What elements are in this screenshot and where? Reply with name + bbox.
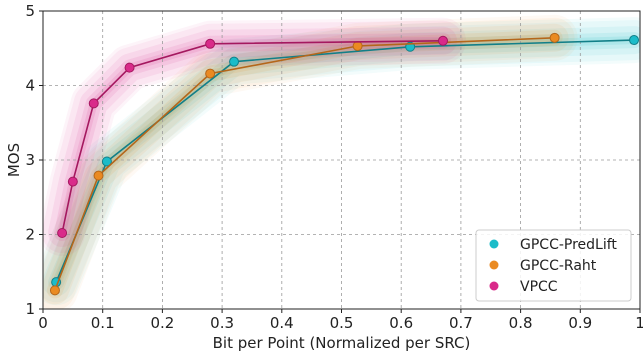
series-layer	[49, 32, 640, 296]
data-point	[352, 41, 363, 52]
x-tick-label: 0.1	[91, 314, 115, 332]
y-tick-label: 5	[25, 2, 35, 20]
legend-marker-vpcc	[489, 281, 499, 291]
x-tick-label: 0.8	[509, 314, 533, 332]
data-point	[57, 228, 68, 239]
legend-label-gpcc-raht: GPCC-Raht	[520, 258, 597, 274]
x-tick-label: 0.6	[389, 314, 413, 332]
data-point	[67, 176, 78, 187]
x-tick-label: 0.7	[449, 314, 473, 332]
series-2	[57, 35, 448, 239]
data-point	[629, 35, 640, 46]
x-tick-label: 0.3	[210, 314, 234, 332]
data-point	[93, 170, 104, 181]
axis-ticks: 0 0.1 0.2 0.3 0.4 0.5 0.6 0.7 0.8 0.9 1 1 2 3 4 5	[25, 2, 643, 332]
x-tick-label: 0.4	[270, 314, 294, 332]
data-point	[229, 56, 240, 67]
legend-label-gpcc-predlift: GPCC-PredLift	[520, 237, 617, 253]
data-point	[205, 68, 216, 79]
legend-label-vpcc: VPCC	[520, 279, 558, 295]
legend-marker-gpcc-raht	[489, 260, 499, 270]
y-tick-label: 4	[25, 77, 35, 95]
x-axis-label: Bit per Point (Normalized per SRC)	[213, 334, 471, 352]
x-tick-label: 0.9	[568, 314, 592, 332]
x-tick-label: 1	[635, 314, 643, 332]
legend: GPCC-PredLift GPCC-Raht VPCC	[475, 229, 632, 302]
series-0	[51, 35, 640, 288]
y-axis-label: MOS	[5, 143, 23, 177]
x-tick-label: 0.5	[330, 314, 354, 332]
series-line	[61, 40, 444, 234]
legend-marker-gpcc-predlift	[489, 239, 499, 249]
y-tick-label: 2	[25, 226, 35, 244]
data-point	[101, 156, 112, 167]
x-tick-label: 0	[38, 314, 48, 332]
data-point	[549, 32, 560, 43]
x-tick-label: 0.2	[150, 314, 174, 332]
data-point	[49, 285, 60, 296]
legend-box	[475, 229, 632, 302]
data-point	[88, 98, 99, 109]
y-tick-label: 3	[25, 151, 35, 169]
y-tick-label: 1	[25, 300, 35, 318]
data-point	[437, 35, 448, 46]
data-point	[124, 62, 135, 73]
data-point	[205, 38, 216, 49]
